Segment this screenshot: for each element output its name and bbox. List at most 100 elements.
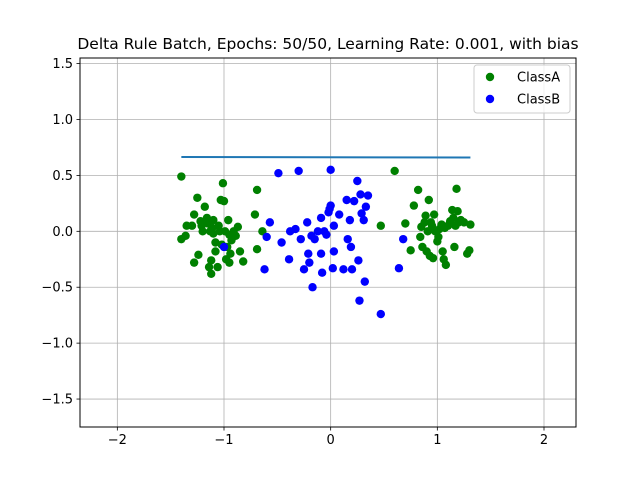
classb-point <box>354 256 363 265</box>
classa-point <box>250 210 260 219</box>
classa-point <box>424 195 433 205</box>
classb-point <box>291 224 300 234</box>
data-points <box>177 165 475 319</box>
classb-point <box>342 195 351 205</box>
classb-point <box>328 264 337 273</box>
decision-boundary <box>181 155 471 159</box>
classb-point <box>308 283 317 292</box>
classb-point <box>349 196 359 206</box>
y-tick-label: −0.5 <box>41 281 73 296</box>
classa-point <box>453 206 462 216</box>
classb-point <box>277 238 286 247</box>
x-tick-label: 0 <box>327 433 335 448</box>
classb-point <box>359 215 368 225</box>
classb-point <box>346 242 356 252</box>
y-tick-label: 0.0 <box>52 225 73 240</box>
classb-point <box>303 218 312 227</box>
classa-point <box>224 215 233 225</box>
classa-point <box>409 201 419 210</box>
classb-point <box>326 165 335 175</box>
x-tick-label: −2 <box>108 433 127 448</box>
classa-point <box>207 269 216 279</box>
classb-point <box>326 201 335 210</box>
classa-point <box>209 215 218 225</box>
y-tick-label: 1.0 <box>52 113 73 128</box>
classa-point <box>225 258 234 267</box>
classa-point <box>452 184 461 194</box>
classa-point <box>193 193 202 202</box>
classb-point <box>304 249 313 258</box>
legend-label-classa: ClassA <box>517 71 560 86</box>
classa-point <box>200 202 209 211</box>
legend: ClassA ClassB <box>473 64 571 114</box>
classb-point <box>316 213 326 223</box>
classb-point <box>394 264 404 273</box>
classa-point <box>211 247 220 256</box>
classb-point <box>299 265 309 274</box>
classa-point <box>181 231 190 240</box>
classb-point <box>260 265 269 274</box>
classb-point <box>262 232 271 242</box>
classa-point <box>450 242 459 252</box>
x-tick-label: 1 <box>433 433 441 448</box>
classa-point <box>207 256 216 265</box>
legend-marker-classb <box>485 94 495 104</box>
classb-point <box>355 296 364 305</box>
y-tick-label: 1.5 <box>52 57 73 72</box>
legend-label-classb: ClassB <box>517 93 560 108</box>
classa-point <box>401 219 410 228</box>
classa-point <box>390 166 399 176</box>
classa-point <box>235 247 245 256</box>
classb-point <box>399 234 408 244</box>
classb-point <box>322 230 331 239</box>
classa-point <box>239 257 248 266</box>
classa-point <box>459 218 469 227</box>
classb-point <box>329 221 339 230</box>
classb-point <box>310 234 319 244</box>
classa-point <box>428 253 438 263</box>
classb-point <box>265 218 275 227</box>
classb-point <box>335 210 344 219</box>
y-tick-label: −1.0 <box>41 337 73 352</box>
classa-point <box>252 185 262 195</box>
classa-point <box>465 246 474 255</box>
classa-point <box>219 196 229 206</box>
classa-point <box>434 232 443 242</box>
classa-point <box>441 260 451 270</box>
classa-point <box>252 245 262 254</box>
x-tick-label: −1 <box>214 433 233 448</box>
classb-point <box>329 247 339 256</box>
legend-box <box>473 64 571 114</box>
x-tick-label: 2 <box>540 433 548 448</box>
y-tick-label: −1.5 <box>41 393 73 408</box>
classb-point <box>274 168 283 178</box>
classb-point <box>376 309 385 319</box>
classa-point <box>194 250 203 259</box>
classa-point <box>226 249 235 258</box>
classa-point <box>429 210 439 219</box>
classb-point <box>353 176 362 186</box>
classa-point <box>231 231 240 240</box>
axis-ticks: −2 −1 0 1 2 −1.5 −1.0 −0.5 0.0 0.5 1.0 1.5 <box>41 57 548 448</box>
classb-point <box>360 277 369 286</box>
classb-point <box>219 242 229 252</box>
plot-area-frame <box>79 57 577 428</box>
classa-point <box>177 172 186 181</box>
classa-point <box>213 262 222 272</box>
y-tick-label: 0.5 <box>52 169 73 184</box>
classa-point <box>211 238 220 247</box>
classb-point <box>294 166 303 176</box>
classa-point <box>189 258 199 267</box>
classb-point <box>361 202 371 211</box>
classa-point <box>421 211 430 220</box>
classb-point <box>357 209 366 218</box>
classb-point <box>305 258 314 267</box>
classb-point <box>363 191 373 200</box>
classb-point <box>343 234 352 244</box>
classa-point <box>466 220 475 229</box>
chart-title: Delta Rule Batch, Epochs: 50/50, Learnin… <box>77 35 578 53</box>
classa-point <box>204 262 214 272</box>
classb-point <box>317 268 327 277</box>
classb-point <box>313 227 323 236</box>
